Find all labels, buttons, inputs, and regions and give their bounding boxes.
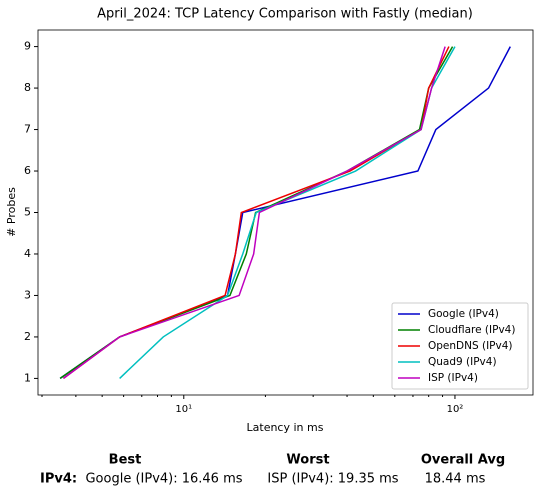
series-line bbox=[63, 46, 450, 380]
y-tick-label: 9 bbox=[24, 40, 31, 53]
header: Overall Avg bbox=[421, 453, 505, 468]
header: Worst bbox=[286, 453, 329, 468]
x-tick-label: 10² bbox=[447, 404, 464, 415]
y-axis-label: # Probes bbox=[5, 187, 18, 237]
legend-label: OpenDNS (IPv4) bbox=[428, 340, 513, 352]
y-tick-label: 6 bbox=[24, 164, 31, 177]
y-tick-label: 8 bbox=[24, 81, 31, 94]
cell: Google (IPv4): 16.46 ms bbox=[85, 472, 242, 487]
cell: 18.44 ms bbox=[425, 472, 486, 487]
legend-label: Cloudflare (IPv4) bbox=[428, 324, 515, 336]
y-tick-label: 7 bbox=[24, 123, 31, 136]
summary: Best Worst Overall Avg IPv4: Google (IPv… bbox=[40, 453, 505, 487]
y-tick-label: 5 bbox=[24, 206, 31, 219]
y-tick-label: 3 bbox=[24, 288, 31, 301]
x-tick-label: 10¹ bbox=[175, 404, 192, 415]
x-axis-label: Latency in ms bbox=[247, 421, 324, 434]
y-tick-label: 2 bbox=[24, 330, 31, 343]
cell: ISP (IPv4): 19.35 ms bbox=[267, 472, 398, 487]
row-label: IPv4: bbox=[40, 472, 77, 487]
header: Best bbox=[109, 453, 142, 468]
legend-label: Google (IPv4) bbox=[428, 308, 499, 320]
legend-box bbox=[391, 302, 529, 390]
legend-label: Quad9 (IPv4) bbox=[428, 356, 497, 368]
legend: Google (IPv4) Cloudflare (IPv4) OpenDNS (I… bbox=[391, 302, 529, 390]
y-tick-label: 4 bbox=[24, 247, 31, 260]
series-line bbox=[63, 46, 446, 380]
legend-label: ISP (IPv4) bbox=[428, 372, 478, 384]
y-tick-label: 1 bbox=[24, 371, 31, 384]
chart-title: April_2024: TCP Latency Comparison with … bbox=[97, 7, 473, 22]
